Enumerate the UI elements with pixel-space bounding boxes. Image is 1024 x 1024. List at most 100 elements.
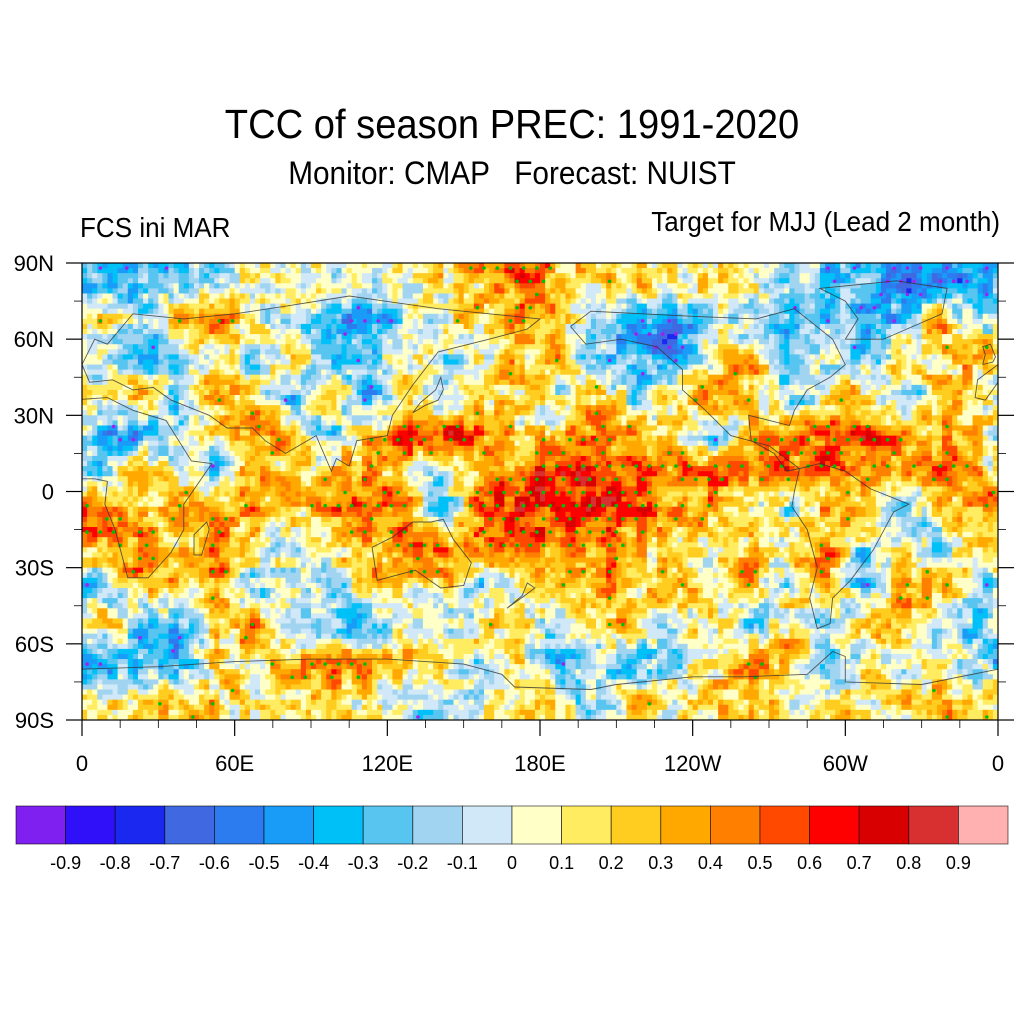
field-cell — [891, 308, 897, 315]
field-cell — [361, 374, 368, 381]
field-cell — [713, 323, 719, 330]
field-cell — [127, 283, 134, 289]
field-cell — [733, 349, 740, 355]
field-cell — [891, 379, 897, 386]
field-cell — [651, 318, 658, 325]
field-cell — [275, 303, 282, 310]
field-cell — [107, 384, 114, 391]
field-cell — [631, 400, 638, 406]
field-cell — [132, 308, 139, 315]
field-cell — [952, 318, 958, 325]
field-cell — [417, 288, 424, 295]
field-cell — [478, 395, 485, 401]
field-cell — [102, 389, 109, 396]
field-cell — [489, 268, 495, 274]
field-cell — [188, 379, 195, 386]
field-cell — [545, 318, 551, 325]
field-cell — [982, 369, 989, 376]
field-cell — [753, 329, 760, 335]
field-cell — [127, 273, 134, 279]
field-cell — [509, 318, 516, 325]
field-cell — [570, 339, 577, 345]
field-cell — [911, 384, 918, 391]
field-cell — [524, 379, 531, 386]
field-cell — [331, 303, 338, 310]
field-cell — [107, 313, 114, 320]
field-cell — [438, 354, 444, 361]
field-cell — [366, 395, 373, 401]
field-cell — [728, 263, 734, 269]
field-cell — [733, 298, 740, 305]
field-cell — [458, 395, 465, 401]
field-cell — [392, 278, 399, 284]
field-cell — [356, 364, 363, 371]
field-cell — [677, 293, 684, 300]
field-cell — [280, 313, 287, 320]
field-cell — [168, 369, 175, 376]
field-cell — [886, 323, 892, 330]
field-cell — [356, 344, 363, 350]
field-cell — [433, 313, 439, 320]
field-cell — [982, 359, 989, 366]
field-cell — [463, 389, 470, 396]
field-cell — [534, 349, 541, 355]
field-cell — [366, 303, 373, 310]
field-cell — [484, 359, 490, 366]
field-cell — [499, 318, 505, 325]
field-cell — [153, 364, 159, 371]
field-cell — [494, 395, 500, 401]
field-cell — [397, 313, 404, 320]
field-cell — [112, 329, 119, 335]
field-cell — [886, 389, 892, 396]
field-cell — [387, 303, 394, 310]
field-cell — [957, 395, 963, 401]
field-cell — [657, 318, 663, 325]
field-cell — [494, 313, 500, 320]
field-cell — [122, 389, 129, 396]
field-cell — [763, 263, 770, 269]
field-cell — [555, 308, 561, 315]
field-cell — [122, 318, 129, 325]
field-cell — [290, 384, 297, 391]
field-cell — [580, 318, 587, 325]
field-cell — [214, 400, 220, 406]
field-cell — [804, 323, 811, 330]
field-cell — [977, 395, 984, 401]
field-cell — [590, 273, 597, 279]
field-cell — [214, 293, 220, 300]
field-cell — [366, 268, 373, 274]
field-cell — [529, 354, 536, 361]
field-cell — [280, 395, 287, 401]
field-cell — [713, 369, 719, 376]
field-cell — [290, 374, 297, 381]
field-cell — [148, 364, 154, 371]
field-cell — [855, 369, 862, 376]
field-cell — [453, 273, 460, 279]
field-cell — [936, 293, 943, 300]
field-cell — [901, 268, 907, 274]
field-cell — [682, 323, 689, 330]
field-cell — [102, 359, 109, 366]
field-cell — [672, 395, 678, 401]
field-cell — [514, 395, 521, 401]
field-cell — [718, 268, 724, 274]
field-cell — [224, 268, 231, 274]
field-cell — [163, 263, 170, 269]
field-cell — [97, 278, 103, 284]
field-cell — [270, 278, 276, 284]
field-cell — [173, 298, 180, 305]
field-cell — [982, 374, 989, 381]
field-cell — [178, 389, 185, 396]
field-cell — [275, 268, 282, 274]
field-cell — [540, 384, 546, 391]
field-cell — [672, 313, 678, 320]
field-cell — [290, 308, 297, 315]
field-cell — [143, 329, 149, 335]
field-cell — [901, 379, 907, 386]
field-cell — [183, 318, 190, 325]
field-cell — [875, 303, 882, 310]
field-cell — [468, 308, 475, 315]
field-cell — [107, 323, 114, 330]
field-cell — [585, 344, 592, 350]
field-cell — [748, 323, 755, 330]
